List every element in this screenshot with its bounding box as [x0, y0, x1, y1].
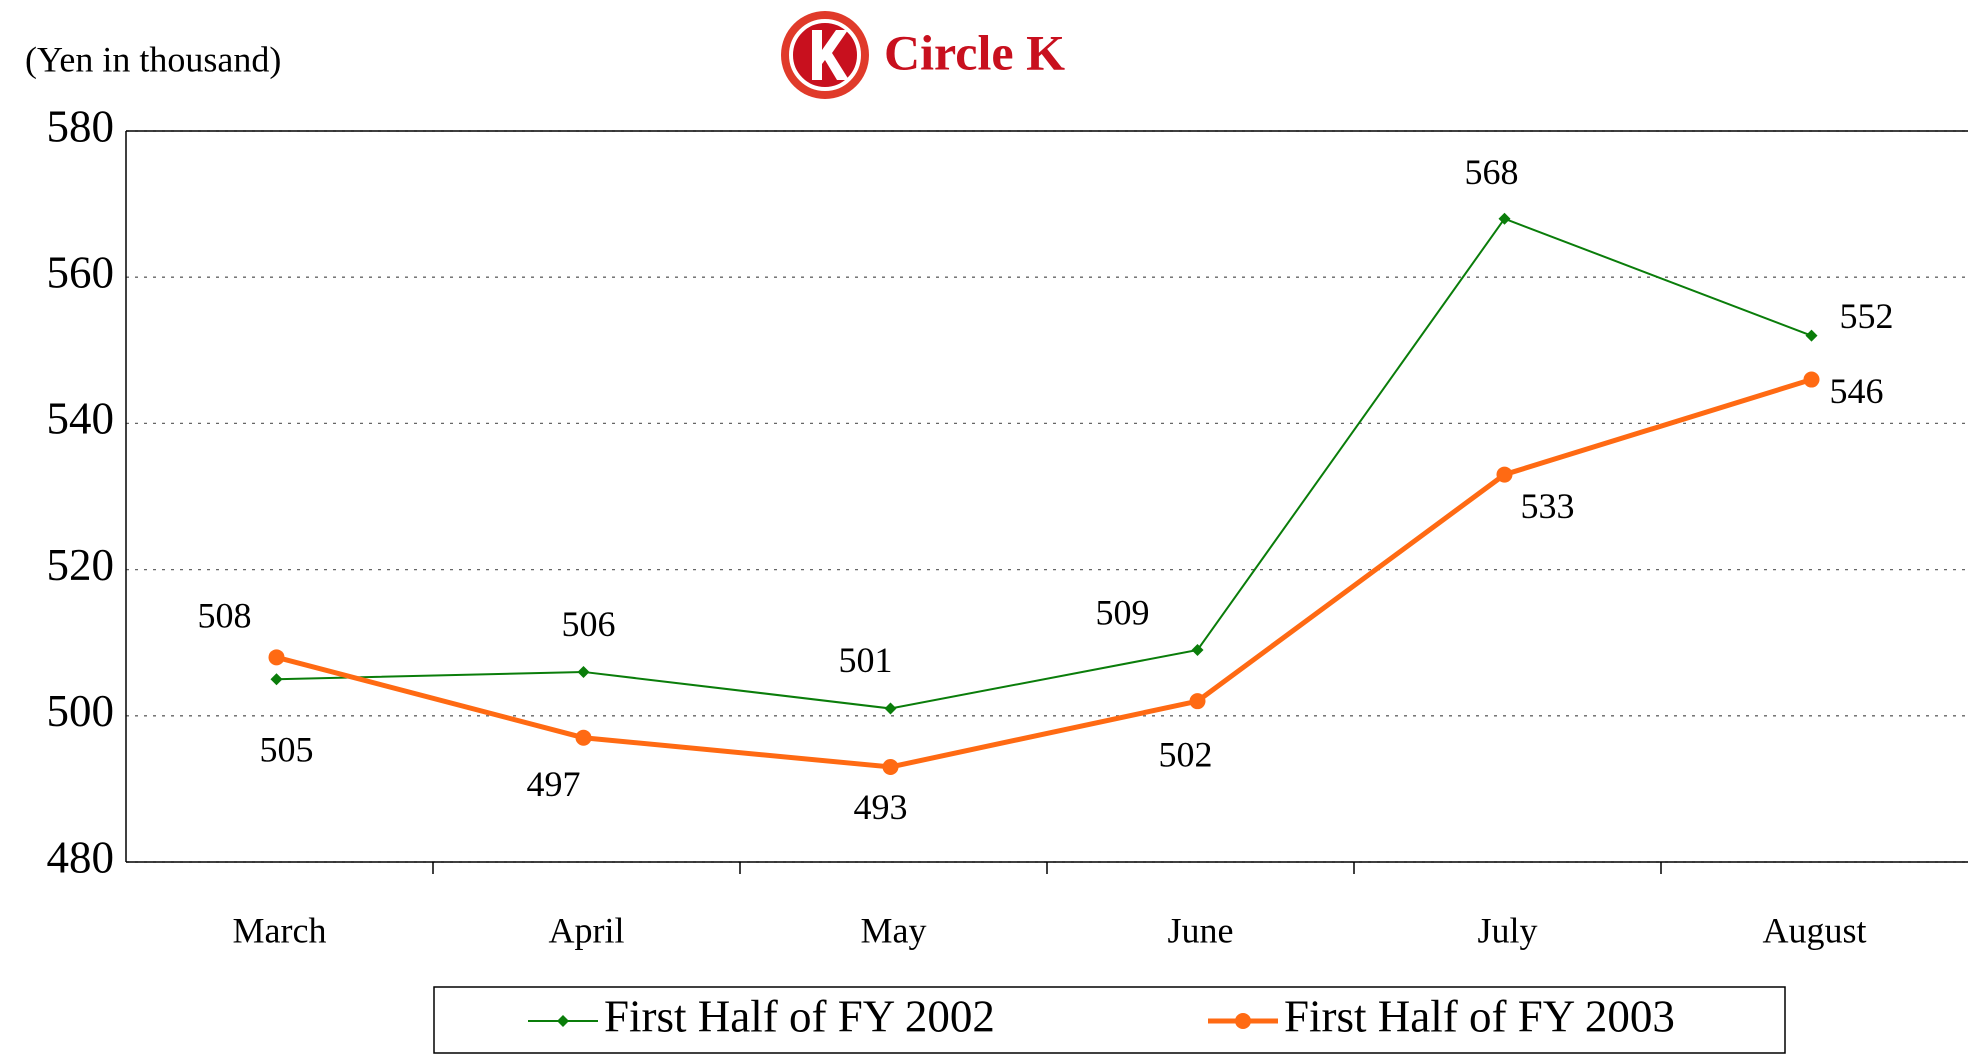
point [1191, 644, 1204, 657]
y-tick-label: 540 [47, 394, 115, 444]
data-label: 493 [854, 787, 908, 827]
legend-label: First Half of FY 2002 [604, 991, 995, 1041]
x-tick-label: August [1762, 910, 1866, 950]
data-label: 552 [1840, 296, 1894, 336]
point [884, 702, 897, 715]
point [1189, 693, 1206, 710]
legend-label: First Half of FY 2003 [1284, 991, 1675, 1041]
logo: Circle K [781, 11, 1065, 99]
x-tick-label: June [1168, 910, 1234, 950]
point [1498, 212, 1511, 225]
point [882, 758, 899, 775]
data-label: 501 [839, 640, 893, 680]
x-tick-label: March [233, 910, 327, 950]
point [268, 649, 285, 666]
data-label: 568 [1465, 152, 1519, 192]
y-tick-label: 500 [47, 686, 115, 736]
x-tick-label: May [861, 910, 927, 950]
subtitle: (Yen in thousand) [25, 39, 281, 79]
series-line [275, 377, 1813, 770]
point [557, 1015, 569, 1027]
data-label: 505 [260, 730, 314, 770]
x-tick-label: April [549, 910, 625, 950]
series-line [276, 217, 1812, 710]
point [1496, 466, 1513, 483]
legend-box [433, 986, 1786, 1054]
point [270, 673, 283, 686]
point [577, 665, 590, 678]
data-label: 546 [1830, 371, 1884, 411]
logo-text: Circle K [884, 24, 1065, 80]
data-label: 533 [1521, 486, 1575, 526]
y-tick-label: 560 [47, 248, 115, 298]
x-tick-label: July [1477, 910, 1537, 950]
point [1803, 371, 1820, 388]
point [1235, 1013, 1251, 1029]
data-label: 509 [1096, 592, 1150, 632]
y-tick-label: 580 [47, 101, 115, 151]
data-label: 497 [527, 764, 581, 804]
data-label: 506 [562, 604, 616, 644]
point [575, 729, 592, 746]
point [1805, 329, 1818, 342]
y-tick-label: 520 [47, 540, 115, 590]
data-label: 502 [1159, 734, 1213, 774]
logo-k [812, 30, 849, 80]
data-label: 508 [198, 596, 252, 636]
y-tick-label: 480 [47, 832, 115, 882]
